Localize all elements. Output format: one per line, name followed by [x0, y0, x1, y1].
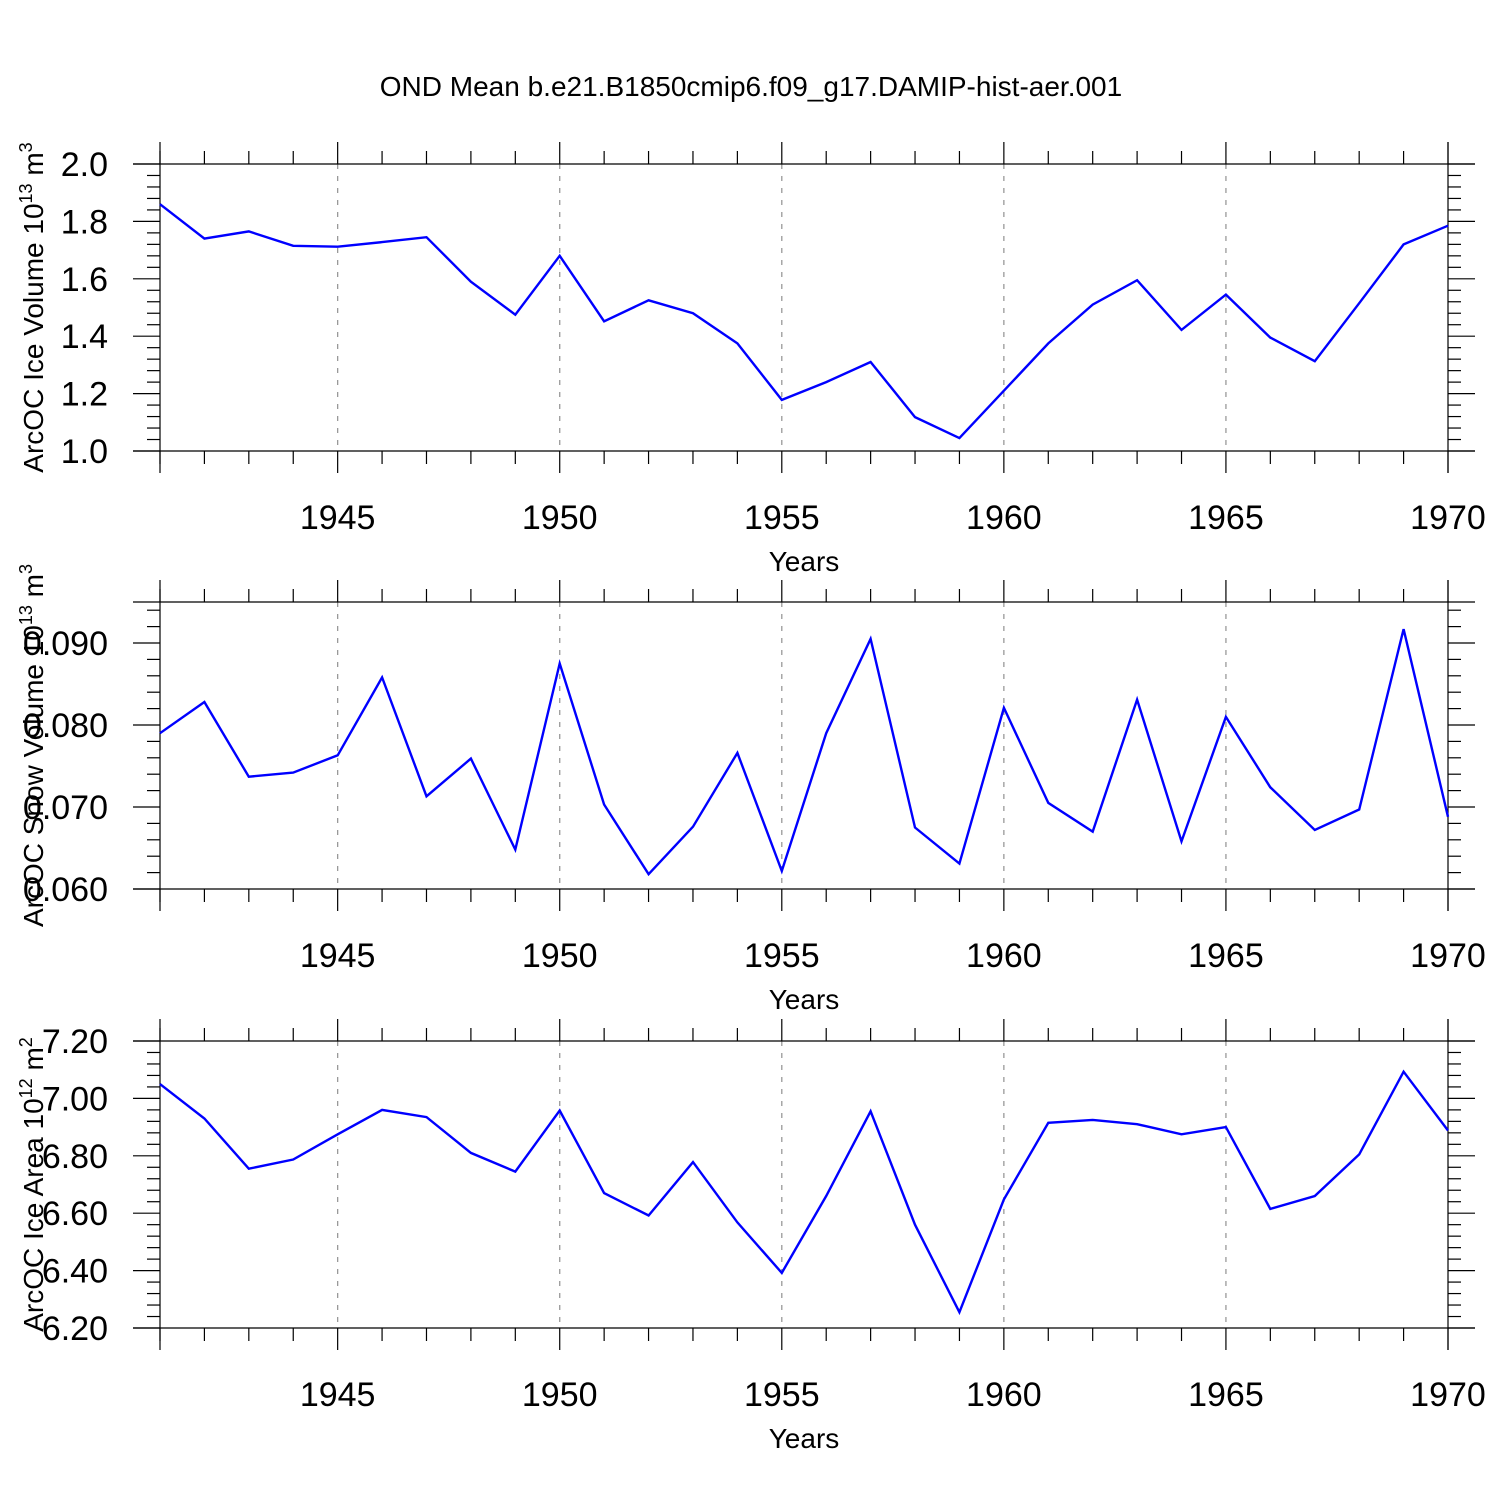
y-axis-label-superscript: 3 — [16, 564, 36, 574]
x-tick-label: 1945 — [300, 1376, 376, 1414]
x-tick-label: 1945 — [300, 937, 376, 975]
y-axis-label-superscript: 2 — [16, 1037, 36, 1047]
x-tick-label: 1965 — [1188, 937, 1264, 975]
x-tick-label: 1955 — [744, 1376, 820, 1414]
y-tick-label: 1.8 — [61, 203, 108, 241]
x-tick-label: 1950 — [522, 499, 598, 537]
y-tick-label: 1.2 — [61, 376, 108, 414]
x-tick-label: 1955 — [744, 937, 820, 975]
y-tick-label: 0.070 — [23, 789, 108, 827]
y-axis-label-superscript: 13 — [16, 605, 36, 625]
y-tick-label: 6.20 — [42, 1310, 108, 1348]
x-tick-label: 1955 — [744, 499, 820, 537]
y-tick-label: 6.60 — [42, 1195, 108, 1233]
x-tick-label: 1960 — [966, 1376, 1042, 1414]
figure-title: OND Mean b.e21.B1850cmip6.f09_g17.DAMIP-… — [380, 71, 1122, 102]
y-axis-label-superscript: 13 — [16, 183, 36, 203]
y-tick-label: 0.060 — [23, 871, 108, 909]
y-tick-label: 6.40 — [42, 1253, 108, 1291]
panel-ice-volume: 1.0 1.2 1.4 1.6 1.8 2.0 1945 1950 1955 1960 1965 19… — [16, 142, 1486, 577]
y-tick-label: 2.0 — [61, 146, 108, 184]
y-tick-label: 7.20 — [42, 1023, 108, 1061]
x-tick-label: 1960 — [966, 499, 1042, 537]
panel-ice-area: 6.20 6.40 6.60 6.80 7.00 7.20 1945 1950 1955 1960… — [16, 1019, 1486, 1454]
series-line-snow-volume — [159, 628, 1450, 877]
y-axis-label-part: ArcOC Ice Area 10 — [18, 1098, 49, 1331]
x-axis-label: Years — [769, 1423, 840, 1454]
y-axis-label-part: m — [18, 1047, 49, 1078]
y-tick-label: 0.080 — [23, 707, 108, 745]
panel-snow-volume: 0.060 0.070 0.080 0.090 1945 1950 1955 1960 1965… — [16, 564, 1486, 1015]
y-axis-label-superscript: 3 — [16, 142, 36, 152]
y-tick-label: 1.4 — [61, 318, 108, 356]
y-tick-label: 0.090 — [23, 625, 108, 663]
x-axis-label: Years — [769, 546, 840, 577]
y-axis-label-superscript: 12 — [16, 1078, 36, 1098]
panels-group: 1.0 1.2 1.4 1.6 1.8 2.0 1945 1950 1955 1960 1965 19… — [16, 142, 1486, 1454]
x-axis-label: Years — [769, 984, 840, 1015]
x-tick-label: 1965 — [1188, 499, 1264, 537]
x-tick-label: 1965 — [1188, 1376, 1264, 1414]
x-tick-label: 1950 — [522, 937, 598, 975]
y-axis-label-part: ArcOC Ice Volume 10 — [18, 203, 49, 472]
x-tick-label: 1970 — [1410, 1376, 1486, 1414]
series-line-ice-area — [159, 1069, 1449, 1316]
y-tick-label: 1.0 — [61, 433, 108, 471]
x-tick-label: 1950 — [522, 1376, 598, 1414]
y-axis-label: ArcOC Ice Volume 1013 m3 — [16, 142, 49, 472]
y-axis-label: ArcOC Snow Volume 1013 m3 — [16, 564, 49, 927]
x-tick-label: 1970 — [1410, 937, 1486, 975]
y-axis-label: ArcOC Ice Area 1012 m2 — [16, 1037, 49, 1332]
series-line-ice-volume — [159, 203, 1449, 440]
y-tick-label: 1.6 — [61, 261, 108, 299]
x-tick-label: 1960 — [966, 937, 1042, 975]
y-tick-label: 6.80 — [42, 1138, 108, 1176]
x-tick-label: 1970 — [1410, 499, 1486, 537]
y-tick-label: 7.00 — [42, 1080, 108, 1118]
y-axis-label-part: ArcOC Snow Volume 10 — [18, 625, 49, 927]
y-axis-label-part: m — [18, 152, 49, 183]
y-axis-label-part: m — [18, 574, 49, 605]
x-tick-label: 1945 — [300, 499, 376, 537]
